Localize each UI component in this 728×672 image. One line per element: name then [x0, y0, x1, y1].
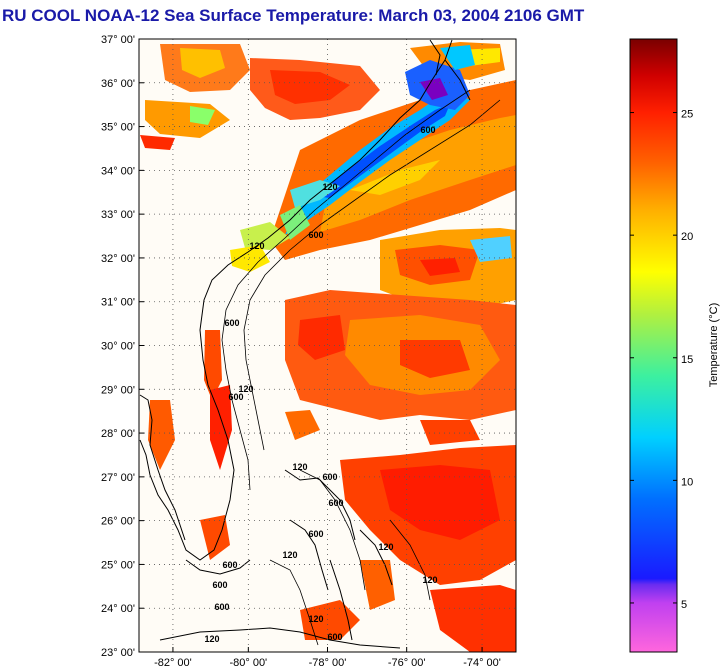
contour-label: 120 [238, 384, 253, 394]
lon-label: -74° 00' [463, 657, 501, 669]
map-grid [139, 39, 516, 652]
map-title: RU COOL NOAA-12 Sea Surface Temperature:… [2, 6, 585, 25]
contour-label: 600 [224, 318, 239, 328]
lat-label: 26° 00' [101, 516, 135, 528]
lat-label: 27° 00' [101, 472, 135, 484]
colorbar-tick-label: 20 [681, 231, 693, 243]
lat-label: 25° 00' [101, 559, 135, 571]
colorbar-tick-label: 15 [681, 354, 693, 366]
lat-label: 36° 00' [101, 78, 135, 90]
lat-label: 35° 00' [101, 122, 135, 134]
contour-label: 600 [214, 602, 229, 612]
colorbar-ticks: 25 20 15 10 5 [630, 109, 693, 611]
lat-label: 28° 00' [101, 428, 135, 440]
lon-label: -78° 00' [309, 657, 347, 669]
contour-label: 600 [322, 472, 337, 482]
lat-label: 23° 00' [101, 647, 135, 659]
latitude-labels: 37° 00' 36° 00' 35° 00' 34° 00' 33° 00' 32° 0… [101, 34, 144, 659]
contour-label: 600 [327, 632, 342, 642]
lat-label: 32° 00' [101, 253, 135, 265]
contour-label: 600 [420, 125, 435, 135]
colorbar-tick-label: 10 [681, 476, 693, 488]
coastline [139, 39, 471, 649]
lat-label: 24° 00' [101, 603, 135, 615]
isobath-contours [221, 89, 501, 646]
lat-label: 33° 00' [101, 209, 135, 221]
lat-label: 34° 00' [101, 165, 135, 177]
lon-label: -76° 00' [388, 657, 426, 669]
contour-label: 120 [292, 462, 307, 472]
lat-label: 29° 00' [101, 384, 135, 396]
contour-label: 120 [322, 182, 337, 192]
contour-label: 120 [378, 542, 393, 552]
contour-label: 120 [422, 575, 437, 585]
contour-label: 600 [212, 580, 227, 590]
contour-label: 120 [249, 241, 264, 251]
lon-label: -82° 00' [154, 657, 192, 669]
contour-label: 600 [308, 230, 323, 240]
lon-label: -80° 00' [229, 657, 267, 669]
contour-label: 600 [228, 392, 243, 402]
lat-label: 30° 00' [101, 341, 135, 353]
contour-label: 120 [308, 614, 323, 624]
contour-label: 120 [282, 550, 297, 560]
contour-label: 600 [222, 560, 237, 570]
contour-label: 600 [328, 498, 343, 508]
contour-label: 120 [204, 634, 219, 644]
longitude-labels: -82° 00' -80° 00' -78° 00' -76° 00' -74° 00' [154, 647, 501, 669]
colorbar-tick-label: 25 [681, 109, 693, 121]
colorbar [629, 38, 678, 653]
lat-label: 37° 00' [101, 34, 135, 46]
lat-label: 31° 00' [101, 297, 135, 309]
colorbar-tick-label: 5 [681, 599, 687, 611]
colorbar-label: Temperature (°C) [708, 303, 720, 387]
contour-label: 600 [308, 529, 323, 539]
